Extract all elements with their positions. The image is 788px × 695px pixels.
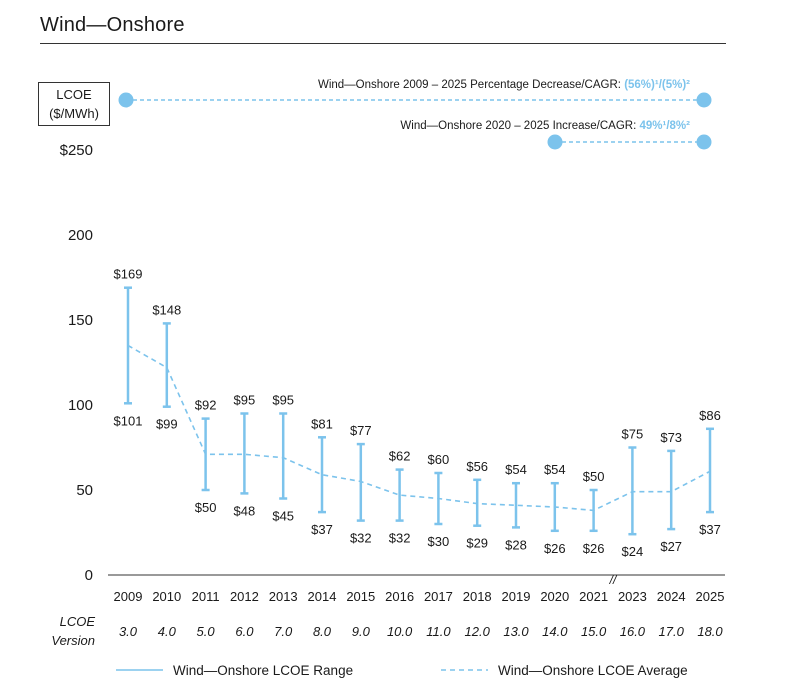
year-label: 2012 [230,589,259,604]
legend-average-label: Wind—Onshore LCOE Average [498,663,688,678]
version-label: 12.0 [465,624,491,639]
high-value-label: $86 [699,408,721,423]
high-value-label: $54 [505,462,527,477]
low-value-label: $37 [311,522,333,537]
version-label: 11.0 [426,624,451,639]
annotation-start-dot [547,134,563,150]
low-value-label: $32 [389,531,411,546]
y-tick-label: 100 [68,397,93,414]
low-value-label: $32 [350,531,372,546]
year-label: 2017 [424,589,453,604]
low-value-label: $26 [583,541,605,556]
y-tick-label: 0 [85,567,93,584]
version-label: 5.0 [197,624,216,639]
year-label: 2021 [579,589,608,604]
high-value-label: $50 [583,469,605,484]
annotation-value: (56%)¹/(5%)² [624,79,690,91]
high-value-label: $75 [622,427,644,442]
year-label: 2010 [152,589,181,604]
year-label: 2023 [618,589,647,604]
y-axis-unit-box: LCOE ($/MWh) [38,82,110,126]
year-label: 2019 [502,589,531,604]
high-value-label: $60 [428,452,450,467]
y-tick-label: 150 [68,312,93,329]
annotation-text: Wind—Onshore 2009 – 2025 Percentage Decr… [318,79,690,91]
high-value-label: $81 [311,416,333,431]
y-tick-label: 200 [68,227,93,244]
annotation-end-dot [696,92,712,108]
low-value-label: $27 [660,539,682,554]
year-label: 2025 [696,589,725,604]
low-value-label: $50 [195,500,217,515]
annotation-label: Wind—Onshore 2009 – 2025 Percentage Decr… [318,79,624,91]
high-value-label: $54 [544,462,566,477]
version-label: 6.0 [235,624,254,639]
year-label: 2020 [540,589,569,604]
annotation-label: Wind—Onshore 2020 – 2025 Increase/CAGR: [400,120,639,132]
version-label: 4.0 [158,624,177,639]
version-label: 7.0 [274,624,293,639]
high-value-label: $92 [195,398,217,413]
high-value-label: $169 [114,267,143,282]
high-value-label: $95 [272,393,294,408]
high-value-label: $73 [660,430,682,445]
low-value-label: $24 [622,544,644,559]
low-value-label: $30 [428,534,450,549]
low-value-label: $99 [156,417,178,432]
version-label: 16.0 [620,624,646,639]
high-value-label: $62 [389,449,411,464]
version-label: 17.0 [659,624,685,639]
high-value-label: $148 [152,302,181,317]
year-label: 2014 [308,589,337,604]
high-value-label: $77 [350,423,372,438]
low-value-label: $101 [114,413,143,428]
version-label: 13.0 [503,624,529,639]
low-value-label: $28 [505,537,527,552]
low-value-label: $26 [544,541,566,556]
low-value-label: $45 [272,509,294,524]
legend-range-label: Wind—Onshore LCOE Range [173,663,353,678]
unit-label-line1: LCOE [56,87,92,102]
version-label: 9.0 [352,624,371,639]
page-title: Wind—Onshore [40,14,185,36]
version-label: 10.0 [387,624,413,639]
year-label: 2011 [192,589,220,604]
high-value-label: $56 [466,459,488,474]
low-value-label: $29 [466,536,488,551]
high-value-label: $95 [234,393,256,408]
version-label: 3.0 [119,624,138,639]
annotation-start-dot [118,92,134,108]
annotation-end-dot [696,134,712,150]
year-label: 2015 [346,589,375,604]
low-value-label: $37 [699,522,721,537]
year-label: 2016 [385,589,414,604]
version-row-label-line1: LCOE [60,614,96,629]
year-label: 2018 [463,589,492,604]
annotation-value: 49%¹/8%² [640,120,691,132]
title-divider [40,43,726,44]
low-value-label: $48 [234,503,256,518]
axis-break-marker: // [609,573,618,587]
year-label: 2024 [657,589,686,604]
version-label: 14.0 [542,624,568,639]
version-label: 18.0 [697,624,723,639]
unit-label-line2: ($/MWh) [49,106,99,121]
y-tick-label: $250 [60,142,93,159]
version-label: 15.0 [581,624,607,639]
year-label: 2013 [269,589,298,604]
version-row-label-line2: Version [51,633,95,648]
annotation-text: Wind—Onshore 2020 – 2025 Increase/CAGR: … [400,120,690,132]
year-label: 2009 [114,589,143,604]
y-tick-label: 50 [76,482,93,499]
version-label: 8.0 [313,624,332,639]
